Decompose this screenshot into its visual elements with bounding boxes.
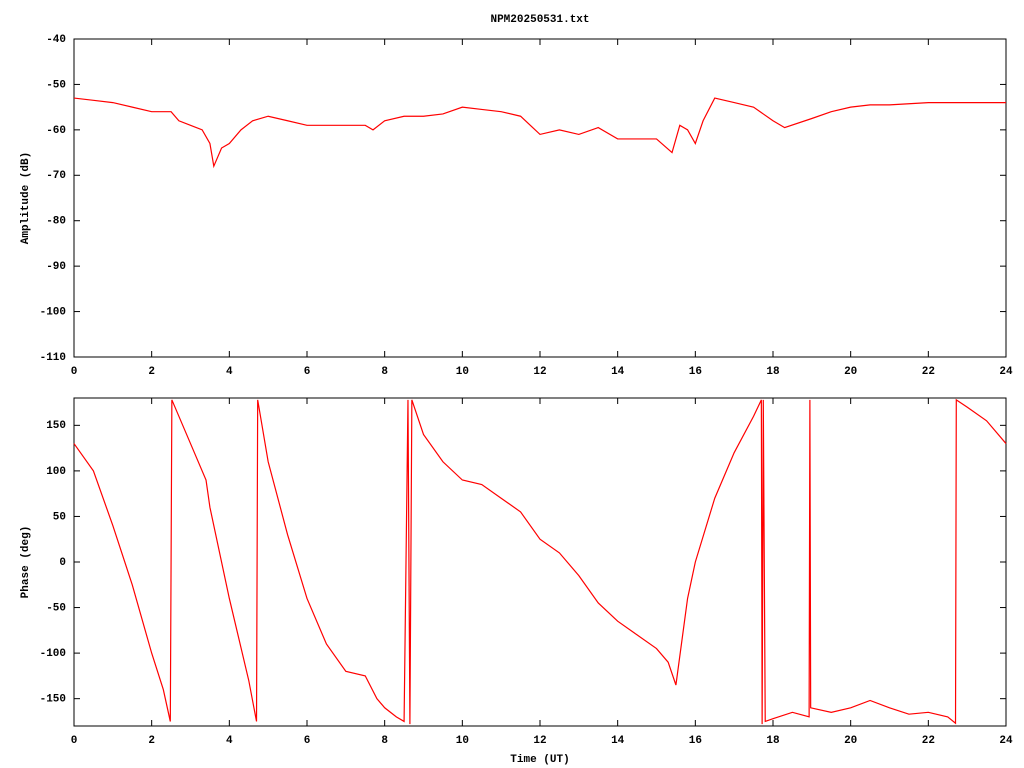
x-tick-label: 4: [226, 366, 233, 378]
x-tick-label: 4: [226, 735, 233, 747]
x-tick-label: 12: [533, 366, 546, 378]
x-tick-label: 20: [844, 366, 857, 378]
x-tick-label: 14: [611, 735, 625, 747]
x-tick-label: 6: [304, 735, 311, 747]
x-tick-label: 12: [533, 735, 546, 747]
x-tick-label: 22: [922, 366, 935, 378]
x-tick-label: 8: [381, 735, 388, 747]
y-tick-label: 100: [46, 466, 66, 478]
y-tick-label: -100: [40, 648, 66, 660]
x-tick-label: 16: [689, 366, 702, 378]
y-tick-label: -60: [46, 125, 66, 137]
y-tick-label: -150: [40, 694, 66, 706]
y-axis-label: Amplitude (dB): [20, 152, 32, 244]
x-tick-label: 0: [71, 735, 78, 747]
x-tick-label: 20: [844, 735, 857, 747]
y-axis-label: Phase (deg): [20, 526, 32, 599]
plot-frame: [73, 397, 1007, 727]
chart-title: NPM20250531.txt: [490, 14, 589, 26]
y-tick-label: -50: [46, 79, 66, 91]
x-tick-label: 18: [766, 735, 780, 747]
y-tick-label: 50: [53, 511, 66, 523]
data-line: [73, 398, 1007, 725]
x-tick-label: 22: [922, 735, 935, 747]
x-axis-label: Time (UT): [510, 754, 569, 766]
x-tick-label: 10: [456, 735, 469, 747]
y-tick-label: -100: [40, 306, 66, 318]
y-tick-label: -40: [46, 34, 66, 46]
x-tick-label: 10: [456, 366, 469, 378]
x-tick-label: 14: [611, 366, 625, 378]
y-tick-label: -90: [46, 261, 66, 273]
x-tick-label: 0: [71, 366, 78, 378]
y-tick-label: -110: [40, 352, 66, 364]
x-tick-label: 18: [766, 366, 780, 378]
x-tick-label: 2: [148, 735, 155, 747]
x-tick-label: 8: [381, 366, 388, 378]
y-tick-label: -70: [46, 170, 66, 182]
y-tick-label: 0: [59, 557, 66, 569]
x-tick-label: 24: [999, 735, 1013, 747]
y-tick-label: -50: [46, 602, 66, 614]
x-tick-label: 24: [999, 366, 1013, 378]
y-tick-label: 150: [46, 420, 66, 432]
y-tick-label: -80: [46, 216, 66, 228]
plot-frame: [73, 38, 1007, 358]
x-tick-label: 16: [689, 735, 702, 747]
x-tick-label: 6: [304, 366, 311, 378]
x-tick-label: 2: [148, 366, 155, 378]
data-line: [73, 97, 1006, 169]
